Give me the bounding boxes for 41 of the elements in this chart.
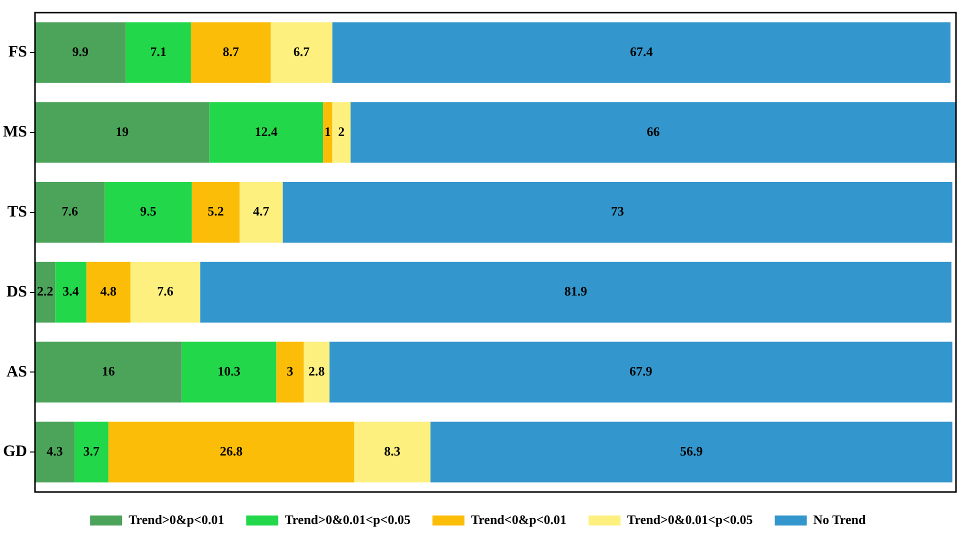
legend-label: Trend>0&0.01<p<0.05 (627, 512, 754, 527)
y-tick-label: TS (7, 203, 28, 220)
data-label: 1 (324, 124, 331, 139)
data-label: 26.8 (220, 443, 244, 458)
legend-label: Trend>0&p<0.01 (128, 512, 224, 527)
data-label: 81.9 (564, 284, 588, 299)
data-label: 19 (116, 124, 130, 139)
data-label: 66 (646, 124, 660, 139)
data-label: 8.3 (384, 443, 401, 458)
data-label: 4.8 (100, 284, 118, 299)
data-label: 2.2 (36, 284, 54, 299)
data-label: 56.9 (680, 443, 704, 458)
data-label: 9.9 (72, 44, 90, 59)
data-label: 2 (338, 124, 345, 139)
legend-label: Trend>0&0.01<p<0.05 (284, 512, 411, 527)
legend-label: No Trend (813, 512, 866, 527)
data-label: 10.3 (218, 364, 241, 379)
y-tick-label: DS (6, 283, 28, 300)
data-label: 12.4 (254, 124, 278, 139)
data-label: 3 (286, 364, 294, 379)
data-label: 7.6 (157, 284, 174, 299)
data-label: 8.7 (222, 44, 240, 59)
data-label: 9.5 (140, 204, 157, 219)
data-label: 2.8 (308, 364, 326, 379)
data-label: 3.7 (83, 443, 100, 458)
y-tick-label: MS (3, 124, 28, 141)
data-label: 3.4 (62, 284, 80, 299)
data-label: 16 (102, 364, 116, 379)
data-label: 4.3 (46, 443, 64, 458)
data-label: 7.1 (150, 44, 167, 59)
legend-label: Trend<0&p<0.01 (470, 512, 567, 527)
data-label: 67.4 (630, 44, 654, 59)
y-tick-label: FS (8, 44, 28, 61)
data-label: 6.7 (293, 44, 310, 59)
data-label: 73 (611, 204, 625, 219)
y-tick-label: AS (6, 363, 28, 380)
data-label: 4.7 (252, 204, 270, 219)
data-label: 5.2 (208, 204, 224, 219)
data-label: 7.6 (62, 204, 78, 219)
data-label: 67.9 (630, 364, 653, 379)
y-tick-label: GD (3, 443, 27, 460)
